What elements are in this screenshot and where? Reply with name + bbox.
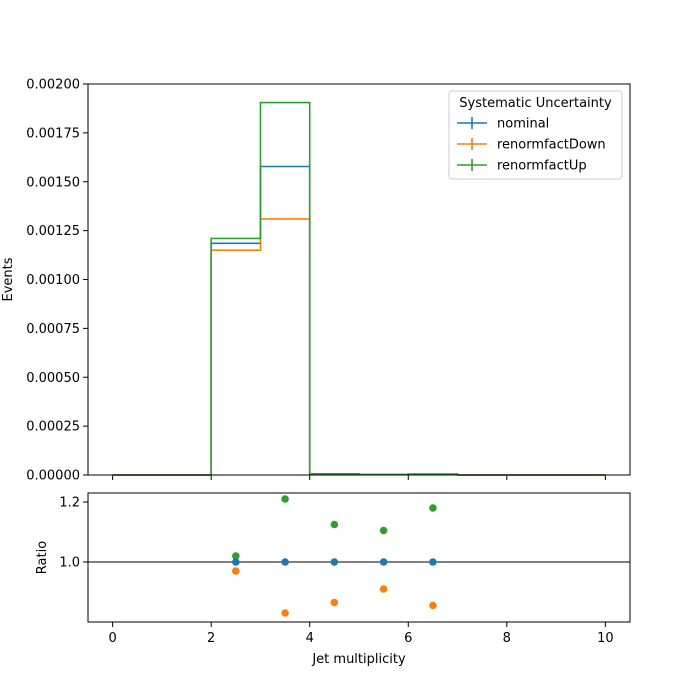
ratio-point-renormfactUp xyxy=(330,520,339,529)
legend-entry-renormfactDown: renormfactDown xyxy=(497,138,606,153)
ratio-point-renormfactDown xyxy=(379,585,388,593)
main-plot: 0.00000 0.00025 0.00050 0.00075 0.00100 0.001… xyxy=(1,78,631,484)
ratio-point-nominal xyxy=(379,558,388,566)
y-axis-label: Events xyxy=(1,257,16,301)
ratio-point-renormfactDown xyxy=(330,598,339,607)
main-axes-frame xyxy=(87,83,631,476)
x-tick-label: 0 xyxy=(108,631,116,646)
histogram-nominal xyxy=(112,165,606,476)
legend-box xyxy=(448,90,623,180)
y-tick-label: 0.00200 xyxy=(26,78,80,93)
legend-entry-nominal: nominal xyxy=(497,117,549,132)
ratio-plot: 1.0 1.2 0 2 4 6 8 10 Ratio Jet multiplicity xyxy=(35,492,631,667)
ratio-point-renormfactUp xyxy=(429,504,437,512)
y-tick-label: 0.00025 xyxy=(26,420,80,435)
ratio-point-nominal xyxy=(429,558,437,566)
x-tick-label: 4 xyxy=(306,631,314,646)
histogram-renormfactDown xyxy=(112,218,606,476)
ratio-point-renormfactUp xyxy=(379,526,388,535)
y-tick-label: 0.00175 xyxy=(26,126,80,141)
x-axis-label: Jet multiplicity xyxy=(311,652,406,667)
ratio-point-renormfactDown xyxy=(232,567,240,575)
ratio-point-nominal xyxy=(232,558,240,566)
ratio-point-renormfactDown xyxy=(281,609,289,617)
x-tick-label: 6 xyxy=(404,631,412,646)
y-tick-label: 0.00000 xyxy=(26,469,80,484)
legend: Systematic Uncertainty nominal renormfactD… xyxy=(448,90,623,180)
ratio-y-tick-label: 1.0 xyxy=(59,556,80,571)
y-tick-label: 0.00050 xyxy=(26,371,80,386)
x-tick-label: 2 xyxy=(207,631,215,646)
ratio-y-axis-label: Ratio xyxy=(35,541,50,574)
x-tick-label: 8 xyxy=(503,631,511,646)
legend-title: Systematic Uncertainty xyxy=(459,96,612,111)
ratio-axes-frame xyxy=(87,492,631,623)
y-tick-label: 0.00125 xyxy=(26,224,80,239)
ratio-point-renormfactDown xyxy=(429,601,437,610)
ratio-y-tick-label: 1.2 xyxy=(59,496,80,511)
ratio-point-nominal xyxy=(281,558,289,566)
ratio-point-renormfactUp xyxy=(232,552,240,560)
y-tick-label: 0.00150 xyxy=(26,175,80,190)
y-tick-label: 0.00075 xyxy=(26,322,80,337)
legend-entry-renormfactUp: renormfactUp xyxy=(497,159,587,174)
y-tick-label: 0.00100 xyxy=(26,273,80,288)
x-tick-label: 10 xyxy=(597,631,614,646)
ratio-point-renormfactUp xyxy=(281,495,289,503)
ratio-point-nominal xyxy=(330,558,339,566)
